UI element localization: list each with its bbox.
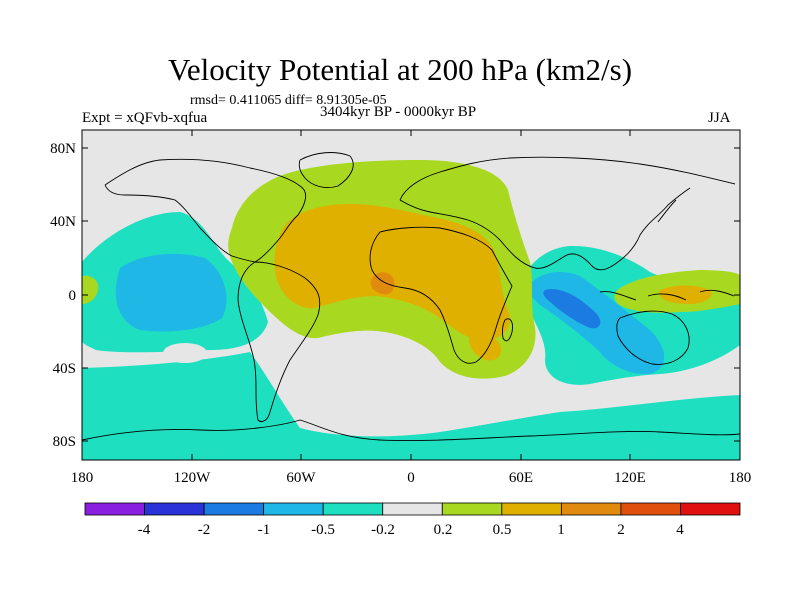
coastline-antarctica (82, 419, 740, 441)
colorbar-box (441, 502, 503, 516)
period-label: 3404kyr BP - 0000kyr BP (320, 104, 477, 120)
negative-band-south (82, 352, 740, 460)
lon-tick-marks (81, 130, 741, 460)
colorbar-label: 0.2 (434, 522, 453, 538)
lon-labels: 180 120W 60W 0 60E 120E 180 (71, 470, 752, 486)
figure-title: Velocity Potential at 200 hPa (km2/s) (167, 52, 633, 87)
colorbar-labels: -4 -2 -1 -0.5 -0.2 0.2 0.5 1 2 4 (138, 522, 685, 538)
negative-strong-indian (543, 289, 601, 329)
coastline-indonesia (599, 289, 735, 301)
colorbar-label: 4 (676, 522, 684, 538)
colorbar-box (203, 502, 265, 516)
lat-label: 80S (53, 434, 76, 450)
colorbar-box (144, 502, 205, 516)
positive-core-maritime (659, 285, 712, 304)
colorbar-label: 0.5 (493, 522, 512, 538)
coastline-eurasia (399, 156, 736, 271)
colorbar-label: -0.2 (371, 522, 395, 538)
colorbar-label: -4 (138, 522, 151, 538)
lon-label: 120W (174, 470, 212, 486)
lat-label: 80N (50, 141, 76, 157)
lon-label: 120E (614, 470, 646, 486)
neutral-patch (163, 343, 207, 363)
coastline-madagascar (501, 318, 513, 342)
colorbar-box (501, 502, 562, 516)
coastline-australia (616, 310, 690, 365)
coastline-japan (657, 199, 677, 223)
rmsd-diff-text: rmsd= 0.411065 diff= 8.91305e-05 (190, 93, 387, 108)
coastline-greenland (298, 152, 354, 189)
colorbar-box (322, 502, 384, 516)
negative-core-pacific (115, 253, 227, 332)
lon-label: 60E (509, 470, 533, 486)
colorbar-label: 1 (557, 522, 565, 538)
coastline-south-america (237, 261, 321, 423)
positive-max-west-africa (370, 272, 395, 295)
lat-label: 40N (50, 214, 76, 230)
season-label: JJA (708, 110, 731, 126)
colorbar-label: -0.5 (311, 522, 335, 538)
colorbar-box (84, 502, 145, 516)
colorbar-box (263, 502, 324, 516)
coastline-africa (369, 226, 513, 364)
experiment-label: Expt = xQFvb-xqfua (82, 110, 208, 126)
coastline-north-america (104, 158, 307, 263)
map-field (82, 130, 740, 460)
lon-label: 180 (729, 470, 752, 486)
neutral-patch (370, 338, 414, 350)
lon-label: 60W (286, 470, 316, 486)
coastlines (82, 152, 740, 441)
colorbar-label: -1 (258, 522, 271, 538)
lat-label: 40S (53, 361, 76, 377)
colorbar-box (560, 502, 622, 516)
colorbar-box (620, 502, 681, 516)
lon-label: 0 (407, 470, 415, 486)
positive-core-south-africa (468, 332, 502, 361)
positive-sliver-west (82, 275, 99, 304)
lat-label: 0 (69, 288, 77, 304)
colorbar-label: -2 (198, 522, 211, 538)
colorbar-label: 2 (617, 522, 625, 538)
positive-core-main (274, 204, 510, 341)
lat-tick-marks (82, 147, 740, 442)
colorbar-boxes (84, 502, 741, 516)
colorbar-box (680, 502, 741, 516)
lat-labels: 80N 40N 0 40S 80S (50, 141, 76, 450)
lon-label: 180 (71, 470, 94, 486)
colorbar-box (382, 502, 443, 516)
